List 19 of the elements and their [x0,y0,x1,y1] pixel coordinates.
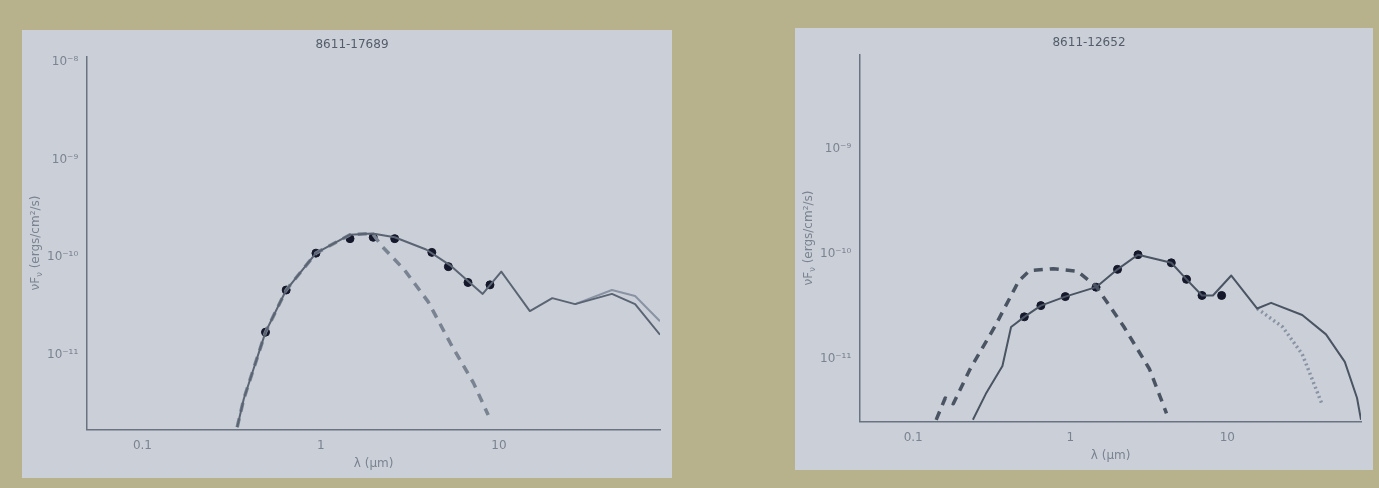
y-tick-label: 10⁻⁹ [51,151,79,166]
x-tick-label: 0.1 [132,437,152,452]
y-tick-label: 10⁻¹⁰ [819,245,852,260]
y-tick-label: 10⁻¹¹ [819,350,852,365]
x-tick-label: 1 [316,437,325,452]
y-tick-label: 10⁻⁹ [824,141,852,156]
x-axis-title: λ (μm) [353,455,394,470]
y-tick-label: 10⁻⁸ [51,54,79,69]
chart-title: 8611-12652 [1052,35,1126,50]
chart-title: 8611-17689 [315,37,389,52]
x-tick-label: 10 [491,437,507,452]
y-axis-title: νFν (ergs/cm²/s) [801,190,818,286]
x-tick-label: 10 [1219,429,1235,444]
y-axis-title: νFν (ergs/cm²/s) [28,195,45,291]
x-tick-label: 0.1 [903,429,923,444]
y-tick-label: 10⁻¹¹ [46,346,79,361]
y-tick-label: 10⁻¹⁰ [46,249,79,264]
x-tick-label: 1 [1066,429,1075,444]
x-axis-title: λ (μm) [1090,447,1131,462]
